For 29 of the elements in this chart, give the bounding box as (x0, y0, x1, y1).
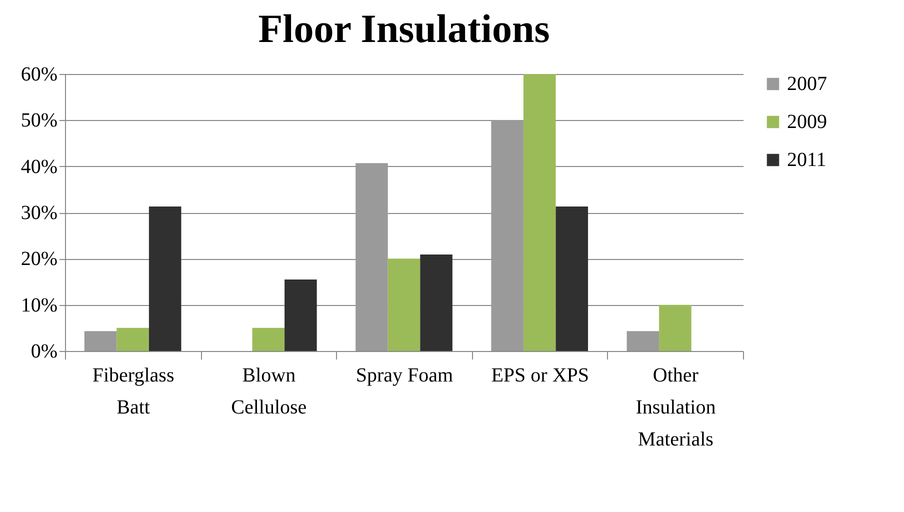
legend-label: 2009 (787, 111, 827, 133)
bar (523, 74, 556, 351)
bar (84, 331, 117, 351)
bar (659, 304, 692, 351)
legend-label: 2011 (787, 149, 826, 171)
bar (116, 328, 149, 351)
bar (148, 206, 182, 351)
y-tick-label: 20% (20, 248, 58, 270)
x-tick-label: Other Insulation Materials (636, 364, 716, 450)
y-tick-label: 60% (20, 64, 58, 86)
x-tick-label: Blown Cellulose (231, 364, 307, 418)
bar (420, 254, 452, 351)
y-tick-label: 50% (20, 110, 58, 132)
chart-title: Floor Insulations (258, 6, 550, 51)
bar (284, 279, 317, 351)
bar (388, 258, 420, 351)
x-tick-label: Fiberglass Batt (92, 364, 174, 418)
bar (491, 120, 524, 351)
y-tick-label: 30% (20, 202, 58, 224)
bar (626, 331, 660, 351)
x-tick-label: Spray Foam (356, 364, 454, 386)
bar (252, 328, 285, 351)
y-tick-label: 10% (20, 294, 58, 316)
y-tick-label: 40% (20, 156, 58, 178)
x-tick-label: EPS or XPS (491, 364, 590, 386)
y-tick-label: 0% (30, 340, 58, 362)
bar (356, 163, 388, 351)
bar (556, 206, 588, 351)
legend-label: 2007 (787, 73, 827, 95)
